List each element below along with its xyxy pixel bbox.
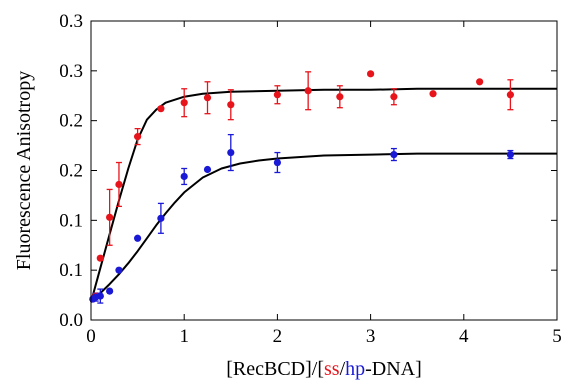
- y-tick-label: 0.0: [59, 310, 83, 331]
- axis-ticks: [90, 20, 558, 321]
- data-point: [115, 180, 123, 189]
- data-point: [96, 292, 104, 300]
- data-point: [157, 214, 165, 222]
- plot-frame: [90, 20, 558, 321]
- x-axis-title-slash: /: [340, 358, 346, 380]
- data-point: [115, 266, 123, 274]
- data-point: [429, 90, 437, 98]
- data-point: [134, 133, 142, 141]
- y-tick-label: 0.2: [59, 111, 83, 132]
- data-point: [96, 254, 104, 262]
- data-point: [180, 172, 188, 181]
- data-point: [106, 213, 114, 221]
- data-point: [336, 93, 344, 101]
- data-point: [203, 94, 212, 102]
- x-axis-title-hp: hp: [345, 358, 365, 380]
- data-point: [273, 91, 281, 99]
- fit-curves: [90, 87, 557, 303]
- y-tick-label: 0.1: [59, 210, 83, 231]
- y-tick-label: 0.3: [59, 11, 83, 32]
- data-points: [89, 70, 514, 303]
- y-tick-label: 0.2: [59, 161, 83, 182]
- y-tick-label: 0.1: [59, 260, 83, 281]
- data-point: [203, 165, 212, 174]
- data-point: [476, 78, 484, 86]
- data-point: [227, 148, 235, 157]
- data-point: [367, 70, 375, 78]
- data-point: [506, 91, 514, 99]
- x-tick-label: 0: [86, 326, 96, 347]
- data-point: [506, 150, 514, 159]
- data-point: [134, 234, 142, 242]
- data-point: [390, 150, 398, 159]
- data-point: [304, 87, 312, 95]
- x-axis-title-part2: -DNA]: [365, 358, 422, 380]
- x-axis-title-ss: ss: [324, 358, 340, 380]
- error-bars: [92, 71, 514, 304]
- data-point: [390, 93, 398, 101]
- x-tick-labels: 0 1 2 3 4 5: [86, 326, 562, 347]
- data-point: [157, 105, 165, 113]
- x-tick-label: 4: [459, 326, 469, 347]
- x-axis-title: [RecBCD]/[ss/hp-DNA]: [226, 358, 422, 380]
- x-tick-label: 3: [366, 326, 376, 347]
- data-point: [273, 158, 281, 167]
- x-tick-label: 1: [179, 326, 189, 347]
- y-tick-label: 0.3: [59, 61, 83, 82]
- x-tick-label: 5: [552, 326, 562, 347]
- fit-curve-0: [90, 87, 557, 303]
- x-axis-title-part1: [RecBCD]/[: [226, 358, 324, 380]
- data-point: [227, 101, 235, 109]
- x-tick-label: 2: [273, 326, 283, 347]
- y-tick-labels: 0.0 0.1 0.1 0.2 0.2 0.3 0.3: [59, 11, 83, 331]
- data-point: [106, 287, 114, 295]
- data-point: [180, 99, 188, 107]
- y-axis-title: Fluorescence Anisotropy: [13, 71, 35, 270]
